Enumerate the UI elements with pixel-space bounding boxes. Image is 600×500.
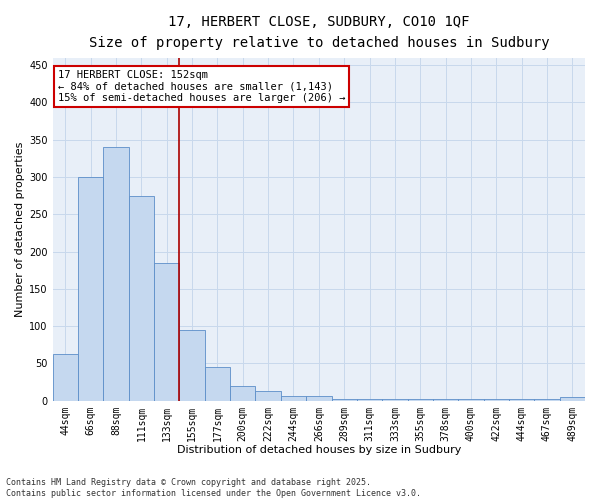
Bar [509,399,535,400]
Bar [560,397,585,400]
Bar [535,399,560,400]
Bar [179,330,205,400]
Bar [484,399,509,400]
Text: Contains HM Land Registry data © Crown copyright and database right 2025.
Contai: Contains HM Land Registry data © Crown c… [6,478,421,498]
Bar [78,177,103,400]
Bar [205,367,230,400]
Text: 17 HERBERT CLOSE: 152sqm
← 84% of detached houses are smaller (1,143)
15% of sem: 17 HERBERT CLOSE: 152sqm ← 84% of detach… [58,70,346,103]
Bar [407,399,433,400]
X-axis label: Distribution of detached houses by size in Sudbury: Distribution of detached houses by size … [176,445,461,455]
Bar [382,399,407,400]
Bar [433,399,458,400]
Bar [230,386,256,400]
Bar [281,396,306,400]
Bar [103,147,129,401]
Bar [154,263,179,400]
Bar [332,399,357,400]
Bar [357,399,382,400]
Bar [306,396,332,400]
Y-axis label: Number of detached properties: Number of detached properties [15,142,25,317]
Bar [129,196,154,400]
Bar [53,354,78,401]
Title: 17, HERBERT CLOSE, SUDBURY, CO10 1QF
Size of property relative to detached house: 17, HERBERT CLOSE, SUDBURY, CO10 1QF Siz… [89,15,549,50]
Bar [458,399,484,400]
Bar [256,391,281,400]
